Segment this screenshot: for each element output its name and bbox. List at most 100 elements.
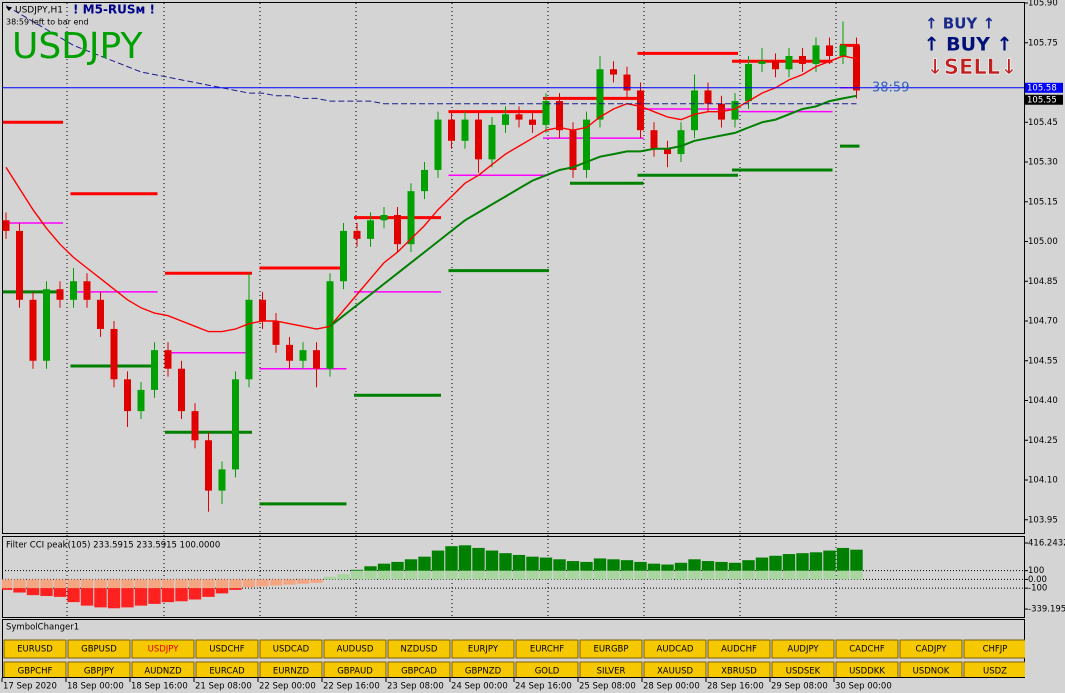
symbol-button-label[interactable]: SILVER xyxy=(597,667,626,677)
symbol-button-face[interactable] xyxy=(67,639,131,659)
symbol-button-label[interactable]: CHFJP xyxy=(983,645,1008,655)
symbol-button[interactable]: AUDUSD xyxy=(323,639,387,659)
symbol-button[interactable]: USDSEK xyxy=(771,661,835,680)
buy-button-large[interactable]: ↑ BUY ↑ xyxy=(924,34,1013,56)
symbol-button-label[interactable]: USDCHF xyxy=(209,645,244,655)
symbol-button-face[interactable] xyxy=(323,661,387,680)
symbol-button-face[interactable] xyxy=(771,639,835,659)
symbol-button-label[interactable]: CADCHF xyxy=(849,645,885,655)
symbol-button-label[interactable]: EURUSD xyxy=(17,645,53,655)
symbol-button[interactable]: USDCAD xyxy=(259,639,323,659)
symbol-button-label[interactable]: NZDUSD xyxy=(401,645,438,655)
symbol-button-face[interactable] xyxy=(835,639,899,659)
symbol-button-label[interactable]: USDJPY xyxy=(148,645,180,655)
symbol-button-face[interactable] xyxy=(131,639,195,659)
symbol-button-label[interactable]: XBRUSD xyxy=(721,667,757,677)
symbol-button[interactable]: USDJPY xyxy=(131,639,195,659)
symbol-button[interactable]: GBPUSD xyxy=(67,639,131,659)
symbol-button-face[interactable] xyxy=(259,639,323,659)
symbol-button-label[interactable]: GOLD xyxy=(535,667,560,677)
symbol-button-face[interactable] xyxy=(195,661,259,680)
symbol-button-face[interactable] xyxy=(579,639,643,659)
symbol-button-label[interactable]: USDZ xyxy=(983,667,1007,677)
symbol-button[interactable]: NZDUSD xyxy=(387,639,451,659)
symbol-button-label[interactable]: CADJPY xyxy=(916,645,948,655)
symbol-button[interactable]: GBPAUD xyxy=(323,661,387,680)
symbol-button-label[interactable]: AUDJPY xyxy=(787,645,819,655)
symbol-button-face[interactable] xyxy=(899,661,963,680)
symbol-button-label[interactable]: USDCAD xyxy=(273,645,310,655)
symbol-button-face[interactable] xyxy=(451,639,515,659)
symbol-button[interactable]: XAUUSD xyxy=(643,661,707,680)
symbol-button-face[interactable] xyxy=(707,639,771,659)
symbol-button-face[interactable] xyxy=(131,661,195,680)
symbol-button-face[interactable] xyxy=(451,661,515,680)
symbol-button[interactable]: EURUSD xyxy=(3,639,67,659)
symbol-button[interactable]: SILVER xyxy=(579,661,643,680)
symbol-button-label[interactable]: GBPCHF xyxy=(18,667,53,677)
symbol-button-label[interactable]: EURJPY xyxy=(468,645,499,655)
symbol-button[interactable]: CADCHF xyxy=(835,639,899,659)
symbol-button-label[interactable]: USDNOK xyxy=(913,667,950,677)
symbol-button-label[interactable]: XAUUSD xyxy=(657,667,693,677)
symbol-button[interactable]: EURCHF xyxy=(515,639,579,659)
sell-button[interactable]: ↓SELL↓ xyxy=(926,55,1018,80)
symbol-button[interactable]: AUDNZD xyxy=(131,661,195,680)
symbol-button-face[interactable] xyxy=(579,661,643,680)
symbol-button[interactable]: EURCAD xyxy=(195,661,259,680)
symbol-button-label[interactable]: GBPAUD xyxy=(337,667,373,677)
symbol-button-face[interactable] xyxy=(195,639,259,659)
symbol-button-face[interactable] xyxy=(3,661,67,680)
symbol-button[interactable]: AUDCHF xyxy=(707,639,771,659)
symbol-button[interactable]: USDZ xyxy=(963,661,1026,680)
symbol-button[interactable]: USDCHF xyxy=(195,639,259,659)
symbol-button-face[interactable] xyxy=(387,661,451,680)
symbol-button-face[interactable] xyxy=(707,661,771,680)
symbol-button-face[interactable] xyxy=(515,661,579,680)
symbol-button-face[interactable] xyxy=(67,661,131,680)
symbol-button-label[interactable]: EURNZD xyxy=(273,667,310,677)
symbol-button[interactable]: GBPJPY xyxy=(67,661,131,680)
symbol-button-face[interactable] xyxy=(387,639,451,659)
symbol-button-face[interactable] xyxy=(899,639,963,659)
symbol-button-face[interactable] xyxy=(963,661,1026,680)
symbol-button-label[interactable]: GBPNZD xyxy=(465,667,502,677)
symbol-button-label[interactable]: AUDNZD xyxy=(144,667,182,677)
symbol-button-label[interactable]: EURCAD xyxy=(209,667,245,677)
symbol-button-face[interactable] xyxy=(3,639,67,659)
symbol-button[interactable]: GBPCHF xyxy=(3,661,67,680)
symbol-button[interactable]: EURNZD xyxy=(259,661,323,680)
symbol-button-label[interactable]: USDDKK xyxy=(849,667,885,677)
symbol-button[interactable]: EURGBP xyxy=(579,639,643,659)
symbol-button-face[interactable] xyxy=(515,639,579,659)
symbol-button-face[interactable] xyxy=(643,661,707,680)
symbol-button-label[interactable]: GBPCAD xyxy=(401,667,437,677)
symbol-button-label[interactable]: EURGBP xyxy=(593,645,628,655)
symbol-button-label[interactable]: USDSEK xyxy=(786,667,821,677)
symbol-button[interactable]: USDNOK xyxy=(899,661,963,680)
symbol-button-label[interactable]: AUDCHF xyxy=(721,645,757,655)
symbol-button[interactable]: GBPCAD xyxy=(387,661,451,680)
symbol-button[interactable]: CADJPY xyxy=(899,639,963,659)
symbol-button-face[interactable] xyxy=(835,661,899,680)
symbol-button[interactable]: XBRUSD xyxy=(707,661,771,680)
buy-button[interactable]: ↑ BUY ↑ xyxy=(925,15,995,33)
symbol-button[interactable]: GBPNZD xyxy=(451,661,515,680)
symbol-button[interactable]: CHFJP xyxy=(963,639,1026,659)
symbol-button[interactable]: GOLD xyxy=(515,661,579,680)
symbol-button-label[interactable]: GBPUSD xyxy=(81,645,117,655)
symbol-button[interactable]: USDDKK xyxy=(835,661,899,680)
symbol-button[interactable]: EURJPY xyxy=(451,639,515,659)
symbol-button-label[interactable]: AUDCAD xyxy=(657,645,694,655)
symbol-button[interactable]: AUDCAD xyxy=(643,639,707,659)
symbol-button-label[interactable]: EURCHF xyxy=(530,645,564,655)
symbol-button-label[interactable]: GBPJPY xyxy=(84,667,115,677)
symbol-button-face[interactable] xyxy=(323,639,387,659)
y-tick-label: -100 xyxy=(1028,584,1047,594)
symbol-button-face[interactable] xyxy=(259,661,323,680)
symbol-button-face[interactable] xyxy=(643,639,707,659)
symbol-button-label[interactable]: AUDUSD xyxy=(337,645,374,655)
symbol-button[interactable]: AUDJPY xyxy=(771,639,835,659)
symbol-button-face[interactable] xyxy=(771,661,835,680)
symbol-button-face[interactable] xyxy=(963,639,1026,659)
